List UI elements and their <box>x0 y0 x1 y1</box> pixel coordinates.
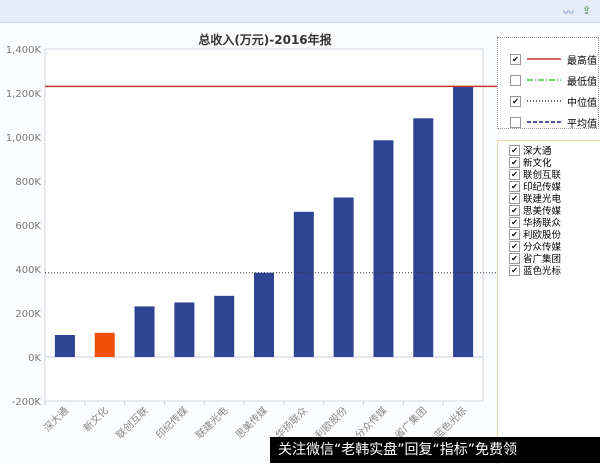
company-label: 分众传媒 <box>523 242 562 253</box>
y-tick-label: 1,400K <box>6 45 42 56</box>
company-item[interactable]: ✔ 联创互联 <box>498 168 600 181</box>
y-tick-label: 0K <box>28 353 41 364</box>
line-swatch <box>527 58 561 60</box>
company-label: 思美传媒 <box>523 206 562 217</box>
x-tick-label: 深大通 <box>41 404 71 434</box>
x-tick-label: 联创互联 <box>113 404 150 441</box>
y-tick-label: 400K <box>15 265 41 276</box>
checkbox[interactable]: ✔ <box>509 156 520 168</box>
checkbox[interactable]: ✔ <box>509 240 520 252</box>
legend-label: 最低值 <box>567 76 597 88</box>
bar-chart: 总收入(万元)-2016年报 -200K 0K 200K 400K 600K 800K 1,… <box>6 32 497 442</box>
watermark-banner: 关注微信“老韩实盘”回复“指标”免费领 <box>270 437 600 463</box>
legend-item[interactable]: ✔ 中位值 <box>510 94 597 109</box>
company-label: 深大通 <box>523 146 552 157</box>
x-tick-label: 蓝色光标 <box>432 404 469 441</box>
checkbox[interactable]: ✔ <box>509 264 520 276</box>
bar <box>413 118 434 357</box>
line-swatch <box>527 79 561 81</box>
company-item[interactable]: ✔ 华扬联众 <box>498 216 600 229</box>
checkbox[interactable]: ✔ <box>509 252 520 264</box>
company-label: 省广集团 <box>523 254 562 265</box>
company-label: 联建光电 <box>523 194 562 205</box>
bar <box>293 211 314 357</box>
company-item[interactable]: ✔ 联建光电 <box>498 192 600 205</box>
toolbar: 〰 ⇪ <box>0 0 600 23</box>
y-tick-label: -200K <box>12 397 42 408</box>
bar <box>94 332 115 357</box>
checkbox[interactable] <box>510 74 521 86</box>
x-tick-label: 印纪传媒 <box>154 405 191 442</box>
bar <box>134 306 155 357</box>
x-tick-label: 联建光电 <box>193 404 230 441</box>
company-item[interactable]: ✔ 新文化 <box>498 156 600 169</box>
company-label: 印纪传媒 <box>523 182 562 193</box>
y-tick-label: 1,000K <box>6 133 42 144</box>
bar <box>453 86 474 358</box>
reference-line-legend: ✔ 最高值最低值 ✔ 中位值平均值 <box>497 37 599 130</box>
legend-item[interactable]: 平均值 <box>510 115 597 130</box>
line-swatch <box>527 100 561 102</box>
company-label: 华扬联众 <box>523 218 562 229</box>
bar <box>174 302 195 357</box>
chart-title: 总收入(万元)-2016年报 <box>198 32 331 47</box>
x-tick-label: 利欧股份 <box>313 405 350 442</box>
x-tick-label: 分众传媒 <box>353 405 390 442</box>
checkbox[interactable]: ✔ <box>510 95 521 107</box>
y-tick-label: 600K <box>15 221 41 232</box>
x-tick-label: 新文化 <box>80 404 110 434</box>
company-label: 联创互联 <box>523 170 562 181</box>
y-tick-label: 800K <box>15 177 41 188</box>
company-label: 利欧股份 <box>523 230 562 241</box>
bar <box>214 295 235 357</box>
company-label: 新文化 <box>523 158 552 169</box>
checkbox[interactable]: ✔ <box>509 144 520 156</box>
y-tick-label: 1,200K <box>6 89 42 100</box>
legend-label: 最高值 <box>567 55 597 67</box>
legend-label: 平均值 <box>567 118 597 130</box>
company-item[interactable]: ✔ 分众传媒 <box>498 240 600 253</box>
checkbox[interactable]: ✔ <box>509 168 520 180</box>
line-chart-icon[interactable]: 〰 <box>563 6 574 19</box>
checkbox[interactable]: ✔ <box>509 228 520 240</box>
company-item[interactable]: ✔ 深大通 <box>498 144 600 157</box>
company-item[interactable]: ✔ 印纪传媒 <box>498 180 600 193</box>
legend-item[interactable]: ✔ 最高值 <box>510 52 597 67</box>
bar <box>254 272 274 357</box>
legend-label: 中位值 <box>567 97 597 109</box>
x-tick-label: 华扬联众 <box>272 404 309 441</box>
checkbox[interactable]: ✔ <box>509 216 520 228</box>
checkbox[interactable]: ✔ <box>509 192 520 204</box>
export-icon[interactable]: ⇪ <box>582 4 592 17</box>
company-item[interactable]: ✔ 利欧股份 <box>498 228 600 241</box>
bar <box>54 335 75 357</box>
company-filter-list: ✔ 深大通 ✔ 新文化 ✔ 联创互联 ✔ 印纪传媒 ✔ 联建光电 ✔ 思美传媒 ✔ 华扬联众 ✔ 利欧股份 ✔ 分… <box>497 140 600 464</box>
x-tick-label: 省广集团 <box>392 404 429 441</box>
checkbox[interactable]: ✔ <box>509 204 520 216</box>
line-swatch <box>527 121 561 123</box>
company-item[interactable]: ✔ 思美传媒 <box>498 204 600 217</box>
bar <box>333 197 354 357</box>
checkbox[interactable]: ✔ <box>509 180 520 192</box>
company-item[interactable]: ✔ 省广集团 <box>498 252 600 265</box>
bar <box>373 140 394 357</box>
company-label: 蓝色光标 <box>523 266 562 277</box>
company-item[interactable]: ✔ 蓝色光标 <box>498 264 600 277</box>
checkbox[interactable]: ✔ <box>510 53 521 65</box>
checkbox[interactable] <box>510 116 521 128</box>
y-tick-label: 200K <box>15 309 41 320</box>
x-tick-label: 思美传媒 <box>233 404 270 441</box>
legend-item[interactable]: 最低值 <box>510 73 597 88</box>
